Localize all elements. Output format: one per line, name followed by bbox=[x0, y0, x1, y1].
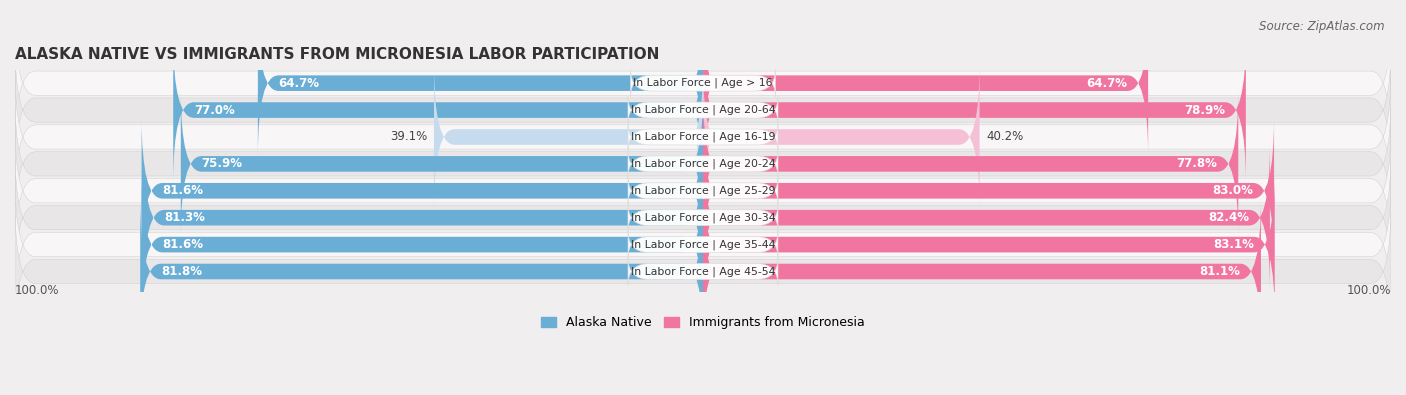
Text: In Labor Force | Age 30-34: In Labor Force | Age 30-34 bbox=[631, 213, 775, 223]
FancyBboxPatch shape bbox=[703, 118, 1274, 264]
FancyBboxPatch shape bbox=[181, 91, 703, 237]
FancyBboxPatch shape bbox=[15, 176, 1391, 313]
Legend: Alaska Native, Immigrants from Micronesia: Alaska Native, Immigrants from Micronesi… bbox=[536, 311, 870, 334]
FancyBboxPatch shape bbox=[703, 91, 1239, 237]
Text: 64.7%: 64.7% bbox=[1087, 77, 1128, 90]
Text: 83.1%: 83.1% bbox=[1213, 238, 1254, 251]
Text: In Labor Force | Age 20-24: In Labor Force | Age 20-24 bbox=[631, 159, 775, 169]
Text: 100.0%: 100.0% bbox=[1347, 284, 1391, 297]
Text: 82.4%: 82.4% bbox=[1208, 211, 1250, 224]
Text: In Labor Force | Age 20-64: In Labor Force | Age 20-64 bbox=[631, 105, 775, 115]
FancyBboxPatch shape bbox=[703, 145, 1270, 291]
Text: In Labor Force | Age 35-44: In Labor Force | Age 35-44 bbox=[631, 239, 775, 250]
FancyBboxPatch shape bbox=[15, 15, 1391, 152]
FancyBboxPatch shape bbox=[15, 149, 1391, 286]
FancyBboxPatch shape bbox=[15, 41, 1391, 179]
Text: In Labor Force | Age 45-54: In Labor Force | Age 45-54 bbox=[631, 266, 775, 277]
Text: Source: ZipAtlas.com: Source: ZipAtlas.com bbox=[1260, 20, 1385, 33]
FancyBboxPatch shape bbox=[142, 118, 703, 264]
Text: 83.0%: 83.0% bbox=[1212, 184, 1253, 197]
FancyBboxPatch shape bbox=[141, 199, 703, 344]
FancyBboxPatch shape bbox=[15, 68, 1391, 205]
Text: ALASKA NATIVE VS IMMIGRANTS FROM MICRONESIA LABOR PARTICIPATION: ALASKA NATIVE VS IMMIGRANTS FROM MICRONE… bbox=[15, 47, 659, 62]
Text: 64.7%: 64.7% bbox=[278, 77, 319, 90]
FancyBboxPatch shape bbox=[703, 199, 1261, 344]
Text: 81.3%: 81.3% bbox=[165, 211, 205, 224]
FancyBboxPatch shape bbox=[15, 122, 1391, 260]
Text: 81.6%: 81.6% bbox=[162, 238, 204, 251]
FancyBboxPatch shape bbox=[142, 172, 703, 318]
Text: In Labor Force | Age > 16: In Labor Force | Age > 16 bbox=[633, 78, 773, 88]
FancyBboxPatch shape bbox=[15, 95, 1391, 233]
FancyBboxPatch shape bbox=[143, 145, 703, 291]
Text: In Labor Force | Age 16-19: In Labor Force | Age 16-19 bbox=[631, 132, 775, 142]
Text: 100.0%: 100.0% bbox=[15, 284, 59, 297]
FancyBboxPatch shape bbox=[173, 37, 703, 183]
FancyBboxPatch shape bbox=[434, 64, 703, 210]
Text: 81.8%: 81.8% bbox=[160, 265, 202, 278]
FancyBboxPatch shape bbox=[703, 64, 980, 210]
Text: 75.9%: 75.9% bbox=[201, 157, 242, 170]
Text: 77.8%: 77.8% bbox=[1177, 157, 1218, 170]
FancyBboxPatch shape bbox=[15, 203, 1391, 340]
FancyBboxPatch shape bbox=[257, 10, 703, 156]
Text: 78.9%: 78.9% bbox=[1184, 103, 1225, 117]
Text: 77.0%: 77.0% bbox=[194, 103, 235, 117]
Text: 40.2%: 40.2% bbox=[987, 130, 1024, 143]
Text: 39.1%: 39.1% bbox=[389, 130, 427, 143]
FancyBboxPatch shape bbox=[703, 10, 1149, 156]
FancyBboxPatch shape bbox=[703, 37, 1246, 183]
Text: 81.6%: 81.6% bbox=[162, 184, 204, 197]
FancyBboxPatch shape bbox=[703, 172, 1275, 318]
Text: In Labor Force | Age 25-29: In Labor Force | Age 25-29 bbox=[631, 186, 775, 196]
Text: 81.1%: 81.1% bbox=[1199, 265, 1240, 278]
